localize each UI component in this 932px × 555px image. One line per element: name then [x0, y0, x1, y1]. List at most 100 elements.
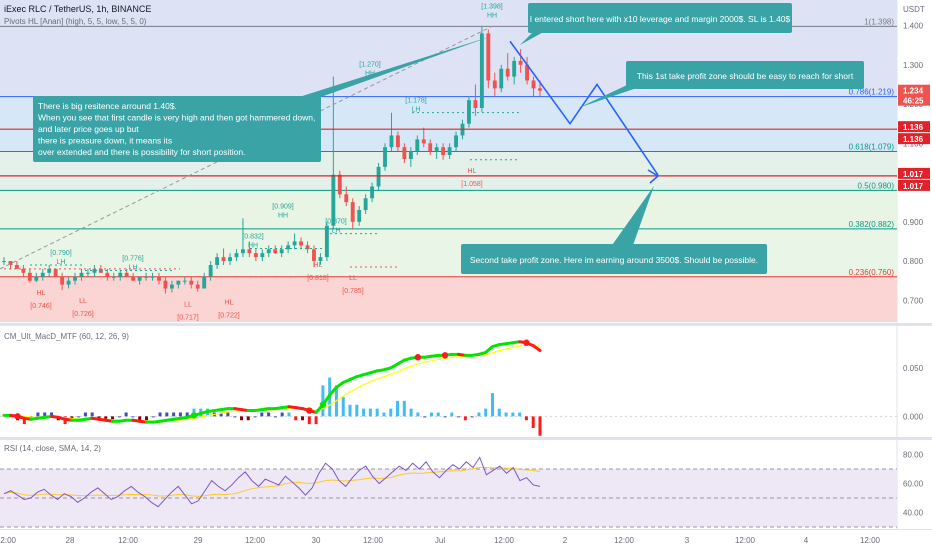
- pivot-value-label: [0.909]: [272, 203, 293, 210]
- candle-body: [247, 249, 252, 254]
- candle-body: [163, 280, 168, 289]
- candle-body: [402, 147, 407, 159]
- callout-box: [626, 61, 864, 89]
- candle-body: [79, 272, 84, 277]
- macd-histogram-bar: [22, 416, 26, 425]
- macd-histogram-bar: [409, 408, 413, 417]
- pivot-type-label: HH: [278, 212, 288, 219]
- time-tick: Jul: [435, 536, 445, 545]
- candle-body: [337, 174, 342, 195]
- pivot-labels: [1.398] HH [1.270] HH [1.178] LH [0.909] HH [0.8…: [4, 3, 520, 322]
- pane-divider: [0, 437, 932, 440]
- candle-body: [118, 272, 123, 277]
- pivot-value-label: [0.717]: [177, 315, 198, 322]
- pane-divider: [0, 323, 932, 326]
- resistance-note-line: When you see that first candle is very h…: [38, 113, 315, 123]
- macd-line-segment: [531, 344, 542, 352]
- fib-level-label: 0.618(1.079): [849, 143, 895, 152]
- candle-body: [286, 245, 291, 250]
- pivot-value-label: [1.270]: [359, 62, 380, 69]
- candle-body: [60, 276, 65, 285]
- time-tick: 12:00: [735, 536, 756, 545]
- macd-histogram-bar: [260, 412, 264, 417]
- macd-histogram-bar: [450, 412, 454, 417]
- candle-body: [124, 272, 129, 277]
- pivot-value-label: [0.785]: [342, 288, 363, 295]
- time-tick: 3: [685, 536, 690, 545]
- macd-histogram-bar: [470, 416, 474, 418]
- time-tick: 12:00: [860, 536, 881, 545]
- macd-cross-dot: [523, 339, 530, 346]
- candle-body: [421, 139, 426, 144]
- callout-box: [461, 244, 767, 274]
- candle-body: [273, 249, 278, 254]
- pivot-value-label: [0.832]: [242, 233, 263, 240]
- rsi-pane: [0, 456, 897, 528]
- candle-body: [208, 264, 213, 277]
- callout-pointer: [610, 186, 654, 248]
- candle-body: [499, 68, 504, 89]
- price-tag-label: 1.234: [903, 87, 924, 96]
- price-tag-bg: [898, 133, 930, 145]
- macd-histogram-bar: [226, 412, 230, 417]
- price-tag-bg: [898, 84, 930, 96]
- candle-body: [157, 276, 161, 281]
- rsi-legend[interactable]: RSI (14, close, SMA, 14, 2): [4, 444, 101, 453]
- forecast-path[interactable]: [509, 40, 659, 176]
- tp1-note[interactable]: This 1st take profit zone should be easy…: [578, 61, 864, 108]
- candle-body: [150, 276, 155, 278]
- macd-histogram-bar: [457, 416, 461, 418]
- macd-histogram-bar: [497, 408, 501, 417]
- candle-body: [8, 261, 13, 265]
- macd-histogram-bar: [531, 416, 535, 428]
- candle-body: [428, 143, 433, 152]
- macd-histogram-bar: [253, 416, 257, 418]
- forecast-arrowhead: [647, 169, 660, 184]
- candle-body: [331, 174, 336, 226]
- candle-body: [40, 272, 45, 277]
- macd-histogram-bar: [463, 416, 467, 421]
- annotation-layer[interactable]: I entered short here with x10 leverage a…: [33, 3, 864, 274]
- macd-pane: [0, 339, 897, 436]
- macd-histogram-bar: [90, 412, 94, 417]
- fib-level-label: 0.382(0.882): [849, 220, 895, 229]
- macd-histogram-bar: [267, 412, 271, 417]
- macd-histogram-bar: [443, 416, 447, 418]
- candle-body: [357, 210, 362, 222]
- entry-note[interactable]: I entered short here with x10 leverage a…: [520, 3, 792, 45]
- pivot-value-label: [1.058]: [461, 181, 482, 188]
- candle-body: [202, 276, 207, 289]
- candle-body: [228, 257, 232, 262]
- macd-legend[interactable]: CM_Ult_MacD_MTF (60, 12, 26, 9): [4, 332, 129, 341]
- price-tag-bg: [898, 94, 930, 106]
- resistance-note[interactable]: There is big resitence arround 1.40$. Whe…: [33, 36, 492, 162]
- tp2-note[interactable]: Second take profit zone. Here im earning…: [461, 186, 767, 274]
- macd-histogram-bar: [77, 416, 81, 418]
- price-tick: 1.300: [903, 61, 924, 70]
- fib-level-label: 0.5(0.980): [858, 181, 895, 190]
- symbol-legend[interactable]: iExec RLC / TetherUS, 1h, BINANCE: [4, 4, 151, 14]
- pivot-type-label: HL: [314, 262, 323, 269]
- macd-histogram-bar: [158, 412, 162, 417]
- candle-body: [266, 249, 271, 254]
- macd-cross-dot: [306, 407, 313, 414]
- candle-body: [105, 272, 110, 277]
- pivot-type-label: LH: [129, 264, 138, 271]
- macd-histogram-bar: [280, 412, 284, 417]
- macd-line-segment: [328, 385, 338, 397]
- macd-histogram-bar: [49, 412, 53, 417]
- price-tick: 1.400: [903, 22, 924, 31]
- candle-body: [182, 280, 187, 282]
- fib-level-label: 0.786(1.219): [849, 88, 895, 97]
- fib-level-label: 1(1.398): [864, 17, 894, 26]
- candle-body: [137, 276, 142, 281]
- candle-body: [454, 135, 458, 148]
- pivots-legend[interactable]: Pivots HL [Anan] (high, 5, 5, low, 5, 5,…: [4, 17, 147, 26]
- macd-cross-dot: [319, 401, 327, 408]
- tp2-note-text: Second take profit zone. Here im earning…: [470, 255, 758, 265]
- candle-body: [27, 272, 32, 281]
- macd-histogram-bar: [273, 416, 277, 418]
- pivot-value-label: [0.818]: [307, 275, 328, 282]
